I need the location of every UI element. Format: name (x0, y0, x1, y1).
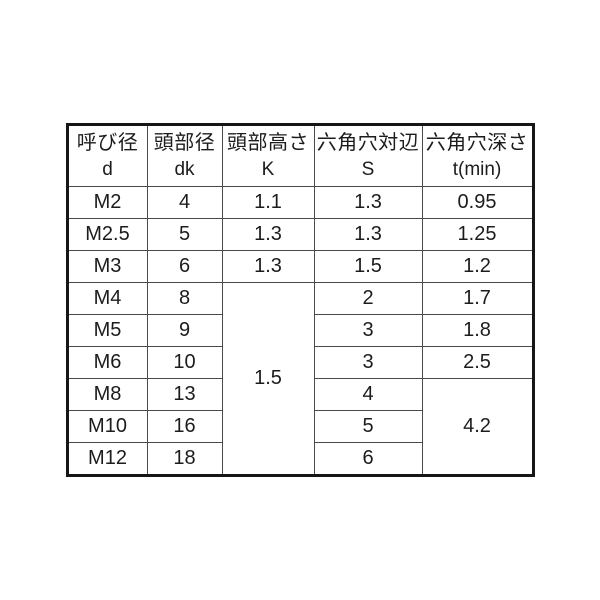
cell-nominal-diameter: M4 (66, 282, 148, 315)
cell-head-height: 1.3 (221, 218, 315, 251)
table-row-m3: M3 6 1.3 1.5 1.2 (66, 250, 534, 283)
table-row-m12: M12 18 6 (66, 442, 533, 476)
cell-hex-socket-width: 1.3 (313, 218, 423, 251)
cell-nominal-diameter: M3 (66, 250, 148, 283)
header-title: 頭部径 (153, 131, 216, 154)
cell-hex-socket-width: 1.5 (313, 250, 423, 283)
screw-dimension-table: 呼び径 d 頭部径 dk 頭部高さ K 六角穴対辺 S 六角穴深さ t(mi (65, 123, 535, 477)
cell-hex-socket-depth: 0.95 (421, 186, 534, 219)
cell-head-diameter: 6 (146, 250, 223, 283)
cell-hex-socket-width: 4 (313, 378, 423, 411)
cell-nominal-diameter: M8 (66, 378, 148, 411)
column-header-hex-socket-depth: 六角穴深さ t(min) (421, 124, 534, 187)
cell-hex-socket-width: 6 (313, 442, 423, 476)
cell-nominal-diameter: M5 (66, 314, 148, 347)
header-symbol: t(min) (452, 158, 502, 180)
header-title: 呼び径 (76, 131, 139, 154)
cell-hex-socket-width: 5 (313, 410, 423, 443)
cell-hex-socket-width: 2 (313, 282, 423, 315)
table-row-m10: M10 16 5 (66, 410, 533, 443)
cell-head-diameter: 5 (146, 218, 223, 251)
cell-nominal-diameter: M10 (66, 410, 148, 443)
cell-head-diameter: 9 (146, 314, 223, 347)
table-row-m8: M8 13 4 4.2 (66, 378, 534, 476)
header-symbol: d (102, 158, 113, 180)
header-row: 呼び径 d 頭部径 dk 頭部高さ K 六角穴対辺 S 六角穴深さ t(mi (66, 124, 534, 187)
column-header-head-height: 頭部高さ K (221, 124, 315, 187)
header-title: 六角穴深さ (425, 131, 529, 154)
cell-hex-socket-width: 3 (313, 346, 423, 379)
cell-head-diameter: 8 (146, 282, 223, 315)
column-header-nominal-diameter: 呼び径 d (66, 124, 148, 187)
column-header-head-diameter: 頭部径 dk (146, 124, 223, 187)
cell-hex-socket-width: 3 (313, 314, 423, 347)
table-row-m5: M5 9 3 1.8 (66, 314, 534, 347)
cell-hex-socket-depth: 1.8 (421, 314, 534, 347)
cell-head-height-merged: 1.5 (221, 282, 315, 476)
header-symbol: dk (174, 158, 195, 180)
header-title: 頭部高さ (227, 131, 309, 154)
cell-nominal-diameter: M12 (66, 442, 148, 476)
table-row-m4: M4 8 1.5 2 1.7 (66, 282, 534, 476)
cell-hex-socket-depth-merged: 4.2 (421, 378, 534, 476)
cell-head-diameter: 16 (146, 410, 223, 443)
cell-nominal-diameter: M2 (66, 186, 148, 219)
cell-head-height: 1.1 (221, 186, 315, 219)
cell-hex-socket-depth: 1.25 (421, 218, 534, 251)
cell-head-diameter: 4 (146, 186, 223, 219)
cell-head-height: 1.3 (221, 250, 315, 283)
header-symbol: K (261, 158, 275, 180)
cell-hex-socket-depth: 1.2 (421, 250, 534, 283)
cell-hex-socket-width: 1.3 (313, 186, 423, 219)
cell-nominal-diameter: M6 (66, 346, 148, 379)
cell-head-diameter: 13 (146, 378, 223, 411)
cell-hex-socket-depth: 2.5 (421, 346, 534, 379)
cell-nominal-diameter: M2.5 (66, 218, 148, 251)
column-header-hex-socket-width: 六角穴対辺 S (313, 124, 423, 187)
cell-hex-socket-depth: 1.7 (421, 282, 534, 315)
cell-head-diameter: 10 (146, 346, 223, 379)
header-title: 六角穴対辺 (316, 131, 420, 154)
table-row-m2: M2 4 1.1 1.3 0.95 (66, 186, 534, 219)
header-symbol: S (361, 158, 375, 180)
cell-head-diameter: 18 (146, 442, 223, 476)
table-row-m6: M6 10 3 2.5 (66, 346, 534, 379)
table-row-m2-5: M2.5 5 1.3 1.3 1.25 (66, 218, 534, 251)
